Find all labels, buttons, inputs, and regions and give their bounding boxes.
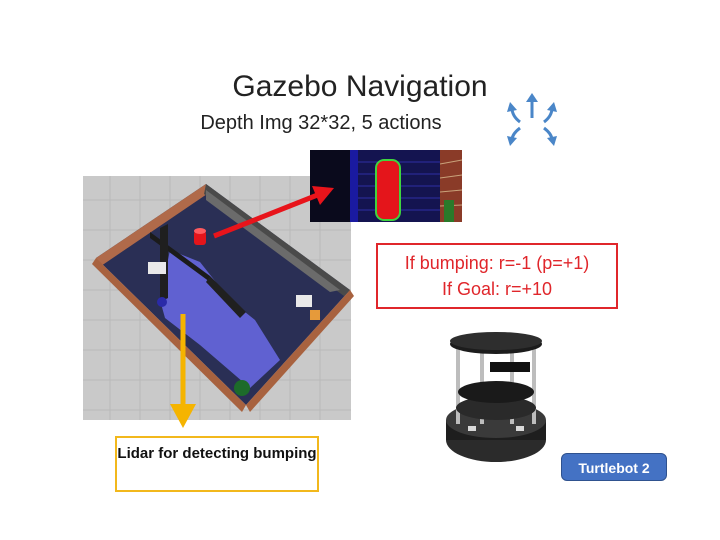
slide-subtitle: Depth Img 32*32, 5 actions [0, 112, 720, 135]
reward-bump-line: If bumping: r=-1 (p=+1) [404, 253, 590, 273]
reward-box: If bumping: r=-1 (p=+1) If Goal: r=+10 [376, 243, 618, 309]
depth-image [310, 150, 463, 222]
subtitle-text: Depth Img 32*32, 5 actions [200, 112, 442, 134]
turtlebot-image [446, 332, 546, 462]
turtlebot-label: Turtlebot 2 [578, 460, 650, 476]
action-arrows-icon [507, 93, 557, 146]
lidar-label: Lidar for detecting bumping [117, 445, 317, 462]
reward-goal-line: If Goal: r=+10 [441, 279, 553, 299]
red-arrow [213, 186, 334, 239]
slide-title: Gazebo Navigation [232, 70, 488, 103]
turtlebot-badge: Turtlebot 2 [561, 453, 667, 481]
gazebo-scene-image [83, 176, 354, 420]
yellow-arrow [170, 314, 196, 428]
lidar-label-box: Lidar for detecting bumping [115, 436, 319, 492]
